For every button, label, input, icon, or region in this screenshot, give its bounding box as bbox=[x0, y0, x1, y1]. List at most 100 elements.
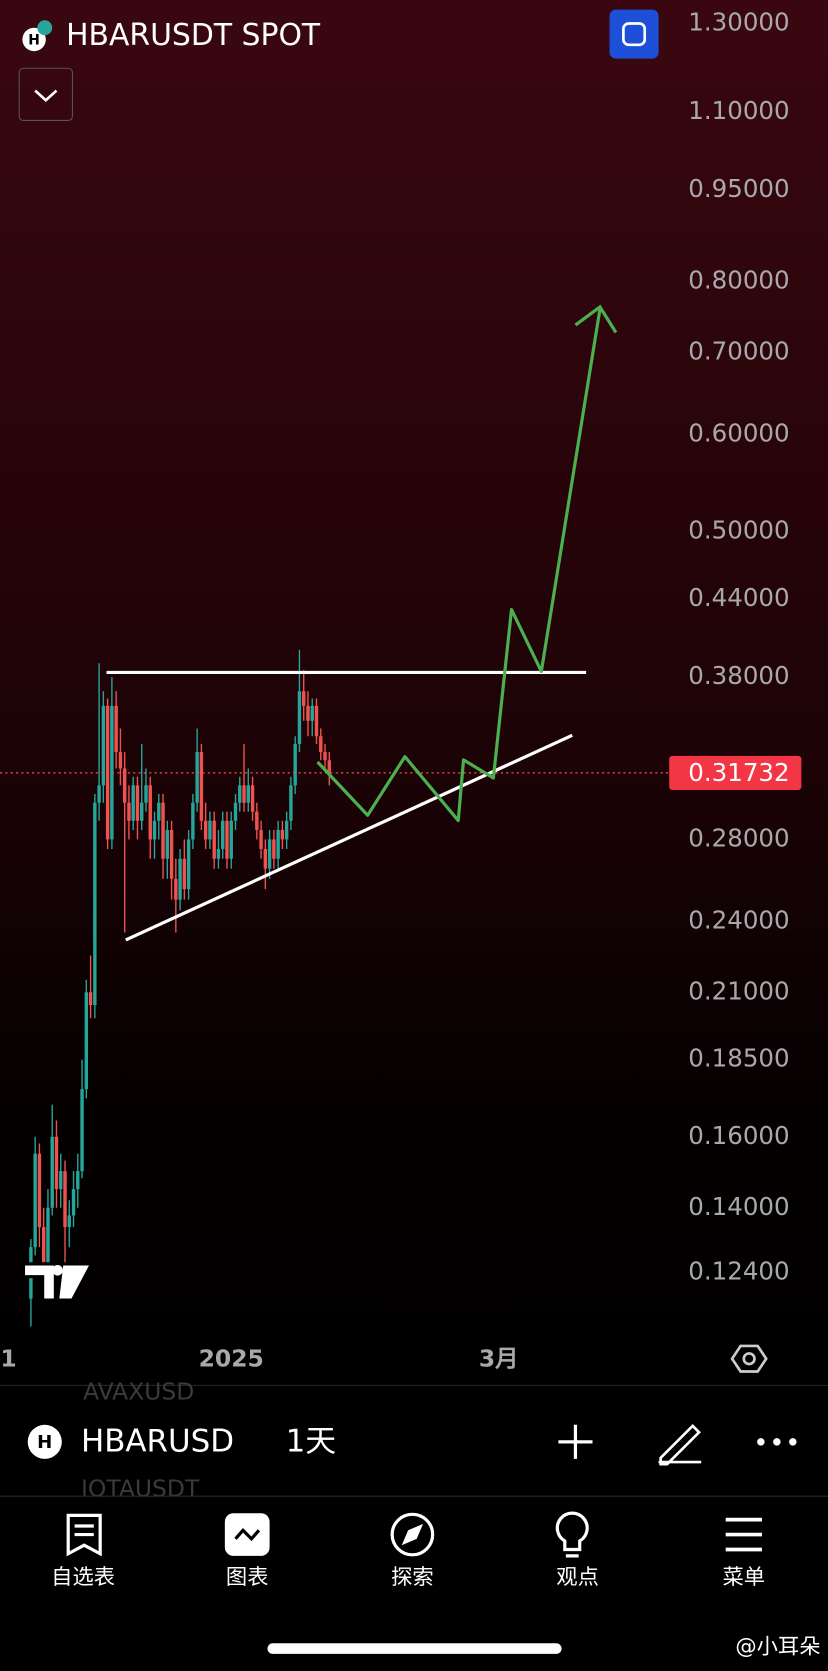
collapse-button[interactable] bbox=[18, 67, 73, 121]
candle-body bbox=[88, 992, 93, 1006]
more-button[interactable] bbox=[757, 1438, 797, 1446]
candle-body bbox=[255, 811, 259, 831]
y-tick-label: 0.28000 bbox=[688, 823, 789, 852]
y-tick-label: 0.12400 bbox=[688, 1256, 789, 1285]
candle-body bbox=[118, 752, 123, 769]
symbol-icon-letter: H bbox=[28, 33, 40, 49]
y-tick-label: 0.24000 bbox=[688, 905, 789, 934]
candle-body bbox=[67, 1215, 71, 1228]
y-tick-label: 0.44000 bbox=[688, 583, 789, 612]
candle-body bbox=[135, 785, 140, 821]
candle-body bbox=[46, 1207, 50, 1269]
candle-body bbox=[199, 752, 204, 821]
last-price-badge bbox=[669, 755, 802, 790]
nav-icon[interactable] bbox=[390, 1512, 435, 1557]
candle-body bbox=[186, 839, 191, 890]
ghost-symbol: AVAXUSD bbox=[83, 1377, 194, 1405]
ghost-symbol: IOTAUSDT bbox=[81, 1474, 200, 1502]
candle-body bbox=[50, 1136, 54, 1208]
nav-label[interactable]: 探索 bbox=[391, 1565, 434, 1590]
y-tick-label: 0.21000 bbox=[688, 976, 789, 1005]
candle-body bbox=[178, 858, 182, 900]
candle-body bbox=[161, 802, 165, 859]
support-line bbox=[125, 733, 573, 942]
nav-icon-glyph bbox=[401, 1523, 424, 1546]
nav-label[interactable]: 自选表 bbox=[51, 1565, 115, 1590]
draw-button[interactable] bbox=[658, 1423, 702, 1466]
candle-body bbox=[195, 752, 199, 803]
interval[interactable]: 1天 bbox=[286, 1423, 337, 1459]
candle-body bbox=[323, 752, 327, 761]
watermark: @小耳朵 bbox=[735, 1635, 820, 1660]
chevron bbox=[34, 89, 58, 103]
candle-body bbox=[101, 705, 106, 786]
candle-body bbox=[131, 785, 135, 821]
candle-body bbox=[33, 1153, 37, 1248]
chart-background bbox=[0, 0, 828, 1386]
candle-body bbox=[208, 820, 212, 840]
y-tick-label: 0.70000 bbox=[688, 336, 789, 365]
candle-body bbox=[306, 705, 310, 721]
candle-body bbox=[165, 830, 170, 859]
y-tick-label: 0.18500 bbox=[688, 1044, 789, 1073]
candle-body bbox=[97, 785, 101, 803]
candle-body bbox=[302, 691, 306, 706]
candle-body bbox=[182, 858, 187, 890]
candle-body bbox=[221, 820, 225, 849]
candle-body bbox=[233, 802, 238, 821]
candle-body bbox=[229, 820, 233, 859]
y-tick-label: 0.14000 bbox=[688, 1192, 789, 1221]
nav-label[interactable]: 菜单 bbox=[723, 1565, 766, 1590]
candle-body bbox=[63, 1171, 67, 1228]
candle-body bbox=[259, 830, 263, 849]
tv-logo bbox=[21, 1262, 95, 1302]
candle-body bbox=[80, 1089, 84, 1172]
fullscreen-icon bbox=[622, 22, 647, 47]
candle-body bbox=[148, 785, 152, 840]
candle-body bbox=[169, 830, 174, 879]
symbol-icon bbox=[22, 27, 46, 52]
nav-label[interactable]: 图表 bbox=[226, 1565, 269, 1590]
y-tick-label: 1.10000 bbox=[688, 96, 789, 125]
candle-body bbox=[310, 705, 314, 721]
candle-body bbox=[319, 736, 323, 753]
settings-icon bbox=[742, 1352, 756, 1366]
candle-body bbox=[272, 839, 276, 859]
candle-body bbox=[140, 802, 144, 821]
candle-body bbox=[216, 848, 221, 859]
nav-icon[interactable] bbox=[725, 1517, 762, 1552]
candle-body bbox=[242, 785, 246, 803]
candle-body bbox=[54, 1136, 59, 1190]
symbol-icon-letter: H bbox=[37, 1432, 52, 1453]
nav-label[interactable]: 观点 bbox=[556, 1565, 599, 1590]
candle-body bbox=[250, 785, 255, 812]
y-tick-label: 0.80000 bbox=[688, 265, 789, 294]
candle-body bbox=[93, 802, 97, 1006]
candle-body bbox=[76, 1171, 80, 1190]
candle-body bbox=[59, 1171, 63, 1190]
candle-body bbox=[293, 744, 297, 786]
symbol-name[interactable]: HBARUSD bbox=[81, 1423, 234, 1459]
candle-body bbox=[157, 802, 161, 821]
chart-title: HBARUSDT SPOT bbox=[66, 18, 321, 53]
nav-icon[interactable] bbox=[66, 1513, 102, 1557]
candle-body bbox=[203, 820, 208, 840]
candle-body bbox=[267, 839, 272, 869]
exchange-badge bbox=[37, 20, 53, 36]
last-price-label: 0.31732 bbox=[688, 758, 789, 787]
candle-body bbox=[246, 785, 250, 803]
candle-body bbox=[327, 760, 331, 773]
nav-icon[interactable] bbox=[555, 1511, 589, 1558]
candle-body bbox=[41, 1227, 46, 1269]
y-tick-label: 1.30000 bbox=[688, 7, 789, 36]
x-tick-label: 2025 bbox=[199, 1344, 264, 1372]
add-button[interactable] bbox=[558, 1424, 593, 1459]
candle-body bbox=[280, 830, 285, 840]
candle-body bbox=[284, 820, 289, 840]
y-tick-label: 0.60000 bbox=[688, 418, 789, 447]
candle-body bbox=[127, 802, 131, 821]
candle-body bbox=[191, 802, 195, 840]
candle-body bbox=[225, 820, 229, 859]
fullscreen-button[interactable] bbox=[609, 9, 659, 59]
settings-button[interactable] bbox=[730, 1344, 768, 1373]
